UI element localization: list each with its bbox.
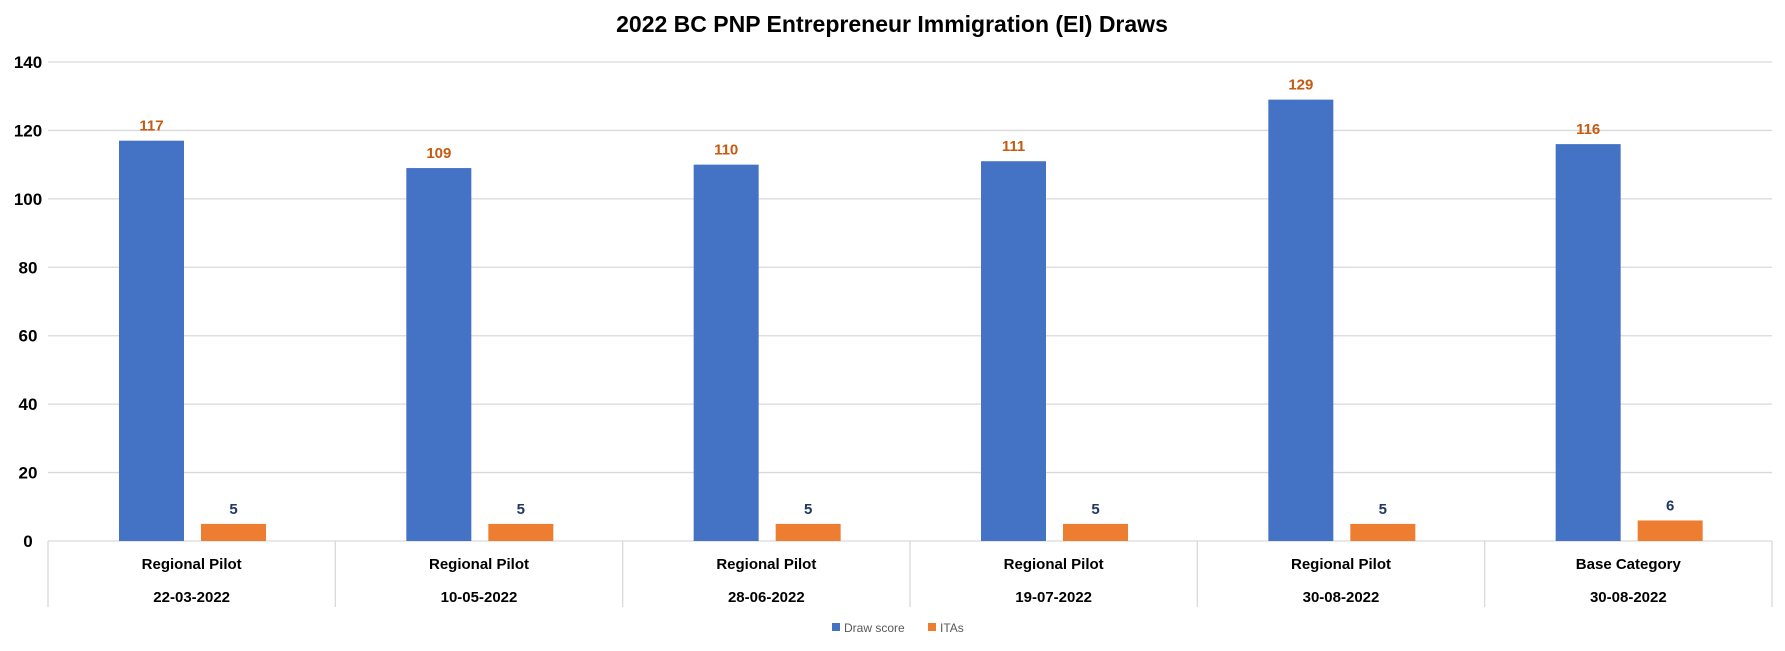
y-tick-label: 0 bbox=[23, 532, 32, 551]
bar-itas bbox=[775, 523, 841, 541]
data-label: 111 bbox=[1002, 138, 1025, 155]
x-tick-label-group: Regional Pilot bbox=[1291, 556, 1391, 573]
x-tick-label-date: 22-03-2022 bbox=[153, 589, 230, 606]
legend-label: Draw score bbox=[844, 621, 905, 635]
data-label: 5 bbox=[1379, 501, 1387, 518]
bar-draw-score bbox=[1268, 99, 1334, 541]
bar-draw-score bbox=[981, 161, 1046, 541]
y-tick-label: 60 bbox=[19, 327, 38, 346]
bar-itas bbox=[1350, 523, 1416, 541]
x-tick-label-date: 10-05-2022 bbox=[441, 589, 518, 606]
data-label: 117 bbox=[139, 118, 163, 135]
bar-draw-score bbox=[119, 140, 184, 541]
legend-swatch bbox=[928, 623, 936, 631]
bar-itas bbox=[1063, 523, 1128, 541]
x-tick-label-date: 30-08-2022 bbox=[1590, 589, 1667, 606]
y-tick-label: 40 bbox=[19, 395, 38, 414]
y-tick-label: 20 bbox=[19, 464, 38, 483]
data-label: 109 bbox=[426, 145, 451, 162]
data-label: 5 bbox=[804, 501, 812, 518]
x-tick-label-group: Regional Pilot bbox=[142, 556, 242, 573]
legend-label: ITAs bbox=[940, 621, 964, 635]
data-label: 5 bbox=[1091, 501, 1099, 518]
data-label: 116 bbox=[1576, 121, 1600, 138]
y-tick-label: 120 bbox=[14, 121, 42, 140]
data-label: 6 bbox=[1666, 497, 1674, 514]
legend-swatch bbox=[832, 623, 840, 631]
x-tick-label-date: 19-07-2022 bbox=[1015, 589, 1092, 606]
data-label: 110 bbox=[714, 142, 738, 159]
x-tick-label-group: Regional Pilot bbox=[716, 556, 816, 573]
x-tick-label-date: 30-08-2022 bbox=[1303, 589, 1380, 606]
data-label: 129 bbox=[1288, 77, 1313, 94]
bar-draw-score bbox=[693, 164, 759, 541]
data-label: 5 bbox=[517, 501, 525, 518]
chart-title: 2022 BC PNP Entrepreneur Immigration (EI… bbox=[616, 11, 1168, 37]
x-tick-label-group: Regional Pilot bbox=[1004, 556, 1104, 573]
bar-draw-score bbox=[1555, 144, 1621, 541]
x-tick-label-date: 28-06-2022 bbox=[728, 589, 805, 606]
y-tick-label: 100 bbox=[14, 190, 42, 209]
bar-itas bbox=[488, 523, 554, 541]
x-tick-label-group: Regional Pilot bbox=[429, 556, 529, 573]
bar-itas bbox=[201, 523, 266, 541]
x-tick-label-group: Base Category bbox=[1576, 556, 1682, 573]
bar-itas bbox=[1637, 520, 1703, 541]
y-tick-label: 80 bbox=[19, 258, 38, 277]
y-tick-label: 140 bbox=[14, 53, 42, 72]
data-label: 5 bbox=[229, 501, 237, 518]
bar-draw-score bbox=[406, 168, 472, 542]
